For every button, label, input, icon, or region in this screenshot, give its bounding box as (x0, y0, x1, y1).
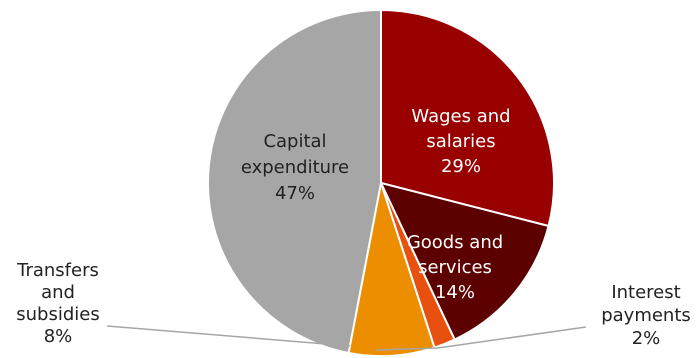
slice-capital-expenditure (206, 9, 382, 354)
slice-label-line: Interest (611, 282, 680, 303)
leader-lines (106, 325, 587, 351)
label-transfers-and-subsidies: Transfers and subsidies 8% (16, 260, 100, 347)
leader-line-interest-payments (375, 326, 587, 351)
label-goods-and-services: Goods and services 14% (407, 232, 503, 303)
slice-percent: 29% (441, 156, 481, 177)
slice-percent: 2% (632, 328, 661, 349)
slice-label-line: payments (601, 305, 691, 326)
slice-label-line: Transfers (16, 260, 99, 281)
slice-label-line: expenditure (241, 157, 349, 178)
slice-label-line: services (418, 257, 492, 278)
slice-label-line: Capital (263, 131, 326, 152)
slice-goods-and-services (380, 182, 550, 341)
slice-label-line: subsidies (16, 304, 99, 325)
leader-line-transfers-and-subsidies (106, 325, 351, 347)
label-capital-expenditure: Capital expenditure 47% (241, 131, 349, 204)
slice-label-line: and (41, 282, 75, 303)
label-wages-and-salaries: Wages and salaries 29% (411, 106, 510, 177)
slice-label-line: salaries (426, 131, 495, 152)
slice-percent: 47% (275, 183, 315, 204)
label-interest-payments: Interest payments 2% (601, 282, 691, 349)
pie-slices (206, 9, 555, 358)
slice-percent: 14% (435, 282, 475, 303)
slice-wages-and-salaries (380, 9, 555, 228)
slice-percent: 8% (44, 326, 73, 347)
slice-labels: Wages and salaries 29% Goods and services 14%… (16, 106, 691, 349)
slice-label-line: Wages and (411, 106, 510, 127)
slice-label-line: Goods and (407, 232, 503, 253)
